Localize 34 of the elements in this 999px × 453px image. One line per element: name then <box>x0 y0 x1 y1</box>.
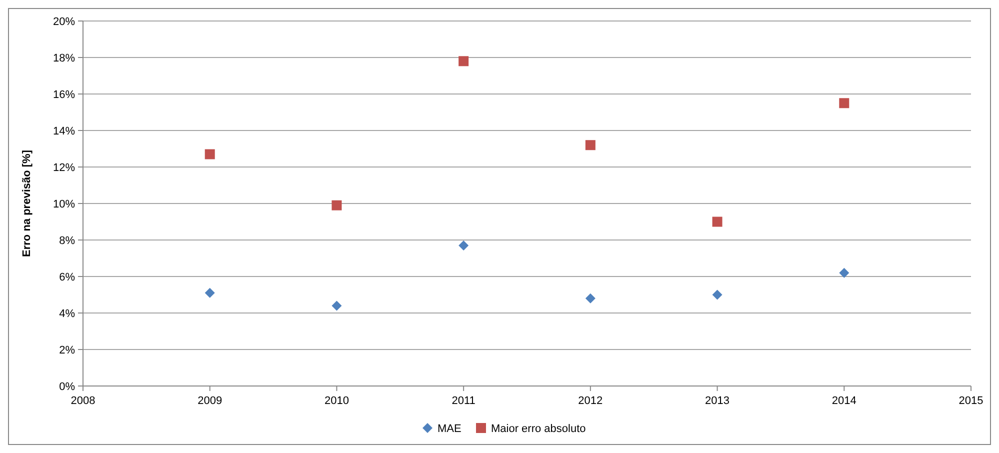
y-tick-label: 16% <box>52 88 76 101</box>
x-tick-label: 2010 <box>324 395 349 407</box>
y-tick-label: 18% <box>52 52 76 64</box>
y-tick-label: 20% <box>52 16 76 28</box>
y-tick-label: 2% <box>59 344 76 356</box>
point <box>204 288 215 298</box>
x-tick-label: 2015 <box>958 395 984 407</box>
y-tick-label: 6% <box>59 271 76 284</box>
x-tick-label: 2013 <box>705 395 730 407</box>
x-tick-label: 2009 <box>198 395 222 407</box>
point <box>839 98 850 108</box>
legend-label: MAE <box>438 423 462 435</box>
y-tick-label: 0% <box>59 380 76 393</box>
x-tick-label: 2014 <box>832 395 856 407</box>
y-tick-label: 4% <box>59 308 76 320</box>
point <box>839 268 850 278</box>
y-tick-label: 10% <box>52 198 76 210</box>
point <box>712 290 722 300</box>
point <box>458 56 469 66</box>
y-tick-label: 12% <box>52 162 76 174</box>
y-tick-label: 14% <box>52 125 76 138</box>
x-tick-label: 2011 <box>452 395 476 407</box>
point <box>204 149 215 160</box>
point <box>458 240 469 250</box>
point <box>332 300 342 311</box>
legend-label: Maior erro absoluto <box>491 423 586 435</box>
x-tick-label: 2008 <box>70 395 96 407</box>
point <box>332 200 342 210</box>
x-tick-label: 2012 <box>578 395 603 407</box>
y-axis-title: Erro na previsão [%] <box>21 150 33 257</box>
point <box>712 216 722 227</box>
point <box>585 140 596 150</box>
y-tick-label: 8% <box>59 234 76 247</box>
point <box>585 293 596 304</box>
